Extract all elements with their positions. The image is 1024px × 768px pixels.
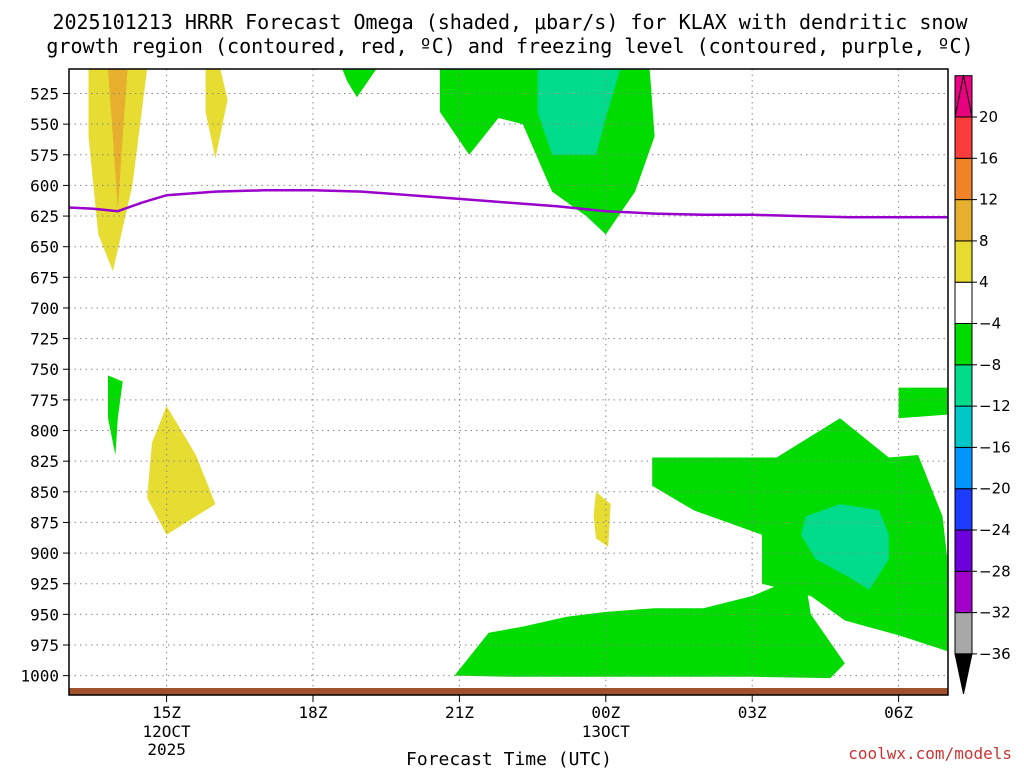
omega-region-upward-4-8-c bbox=[147, 406, 216, 535]
y-tick-label-525: 525 bbox=[30, 85, 59, 104]
y-tick-label-775: 775 bbox=[30, 391, 59, 410]
y-tick-label-750: 750 bbox=[30, 360, 59, 379]
omega-region-downward-8-12-e bbox=[801, 504, 889, 590]
chart-title-line-1: 2025101213 HRRR Forecast Omega (shaded, … bbox=[52, 10, 968, 34]
colorbar-tick-label-11: 12 bbox=[979, 191, 998, 209]
colorbar-swatch-4 bbox=[954, 446, 973, 490]
omega-region-downward-4-8-f bbox=[454, 583, 845, 679]
colorbar-tick-label-5: −16 bbox=[979, 438, 1011, 456]
omega-shaded-regions bbox=[88, 69, 948, 679]
y-tick-label-800: 800 bbox=[30, 422, 59, 441]
colorbar-tick-label-4: −20 bbox=[979, 480, 1011, 498]
colorbar-tick-label-0: −36 bbox=[979, 645, 1011, 663]
y-tick-label-725: 725 bbox=[30, 330, 59, 349]
x-tick-year-15Z: 2025 bbox=[147, 740, 186, 759]
freezing-level-line bbox=[69, 189, 948, 219]
colorbar-tick-label-13: 20 bbox=[979, 108, 998, 126]
pressure-axis: 525 550 575 600 625 650 675 700 725 750 775 800 825 8… bbox=[20, 85, 69, 686]
x-axis-title: Forecast Time (UTC) bbox=[406, 749, 612, 768]
y-tick-label-975: 975 bbox=[30, 636, 59, 655]
y-tick-label-700: 700 bbox=[30, 299, 59, 318]
y-tick-label-625: 625 bbox=[30, 207, 59, 226]
colorbar-below-arrow bbox=[954, 653, 973, 695]
colorbar-tick-label-8: −4 bbox=[979, 315, 1001, 333]
omega-region-upward-4-8-b bbox=[205, 69, 228, 159]
omega-region-downward-4-8-e bbox=[652, 418, 948, 652]
colorbar-swatch-8 bbox=[954, 281, 973, 325]
colorbar-swatch-3 bbox=[954, 488, 973, 531]
y-tick-label-550: 550 bbox=[30, 115, 59, 134]
y-tick-label-950: 950 bbox=[30, 605, 59, 624]
ground-layer bbox=[69, 688, 948, 695]
colorbar-swatch-5 bbox=[954, 405, 973, 448]
y-tick-label-650: 650 bbox=[30, 238, 59, 257]
colorbar-tick-label-10: 8 bbox=[979, 232, 989, 250]
freezing-level-contour bbox=[69, 189, 948, 219]
colorbar-tick-label-3: −24 bbox=[979, 521, 1011, 539]
colorbar-swatch-12 bbox=[954, 116, 973, 159]
omega-region-downward-4-8-d bbox=[898, 387, 948, 419]
ground-strip bbox=[69, 688, 948, 695]
y-tick-label-900: 900 bbox=[30, 544, 59, 563]
colorbar-above-arrow bbox=[954, 74, 973, 118]
colorbar-tick-label-9: 4 bbox=[979, 273, 989, 291]
credit-text: coolwx.com/models bbox=[848, 744, 1012, 763]
colorbar-swatch-7 bbox=[954, 323, 973, 366]
colorbar-tick-label-2: −28 bbox=[979, 562, 1011, 580]
colorbar-swatch-6 bbox=[954, 364, 973, 407]
y-tick-label-925: 925 bbox=[30, 575, 59, 594]
colorbar-swatch-10 bbox=[954, 199, 973, 242]
y-tick-label-575: 575 bbox=[30, 146, 59, 165]
omega-region-downward-4-8-c bbox=[108, 375, 123, 455]
colorbar-swatch-9 bbox=[954, 240, 973, 283]
omega-region-upward-8-12-a bbox=[108, 69, 128, 210]
x-tick-label-18Z: 18Z bbox=[299, 703, 328, 722]
omega-region-downward-4-8-a bbox=[342, 69, 377, 98]
chart-title-line-2: growth region (contoured, red, ºC) and f… bbox=[46, 34, 973, 58]
colorbar-swatch-11 bbox=[954, 157, 973, 201]
plot-frame bbox=[68, 68, 949, 696]
x-tick-label-03Z: 03Z bbox=[738, 703, 767, 722]
colorbar-swatch-2 bbox=[954, 529, 973, 572]
x-tick-date-00Z: 13OCT bbox=[582, 722, 631, 741]
y-tick-label-850: 850 bbox=[30, 483, 59, 502]
dotted-grid bbox=[69, 69, 948, 695]
omega-region-upward-4-8-d bbox=[593, 491, 611, 547]
colorbar-swatch-1 bbox=[954, 570, 973, 614]
x-tick-label-06Z: 06Z bbox=[884, 703, 913, 722]
colorbar-tick-label-7: −8 bbox=[979, 356, 1001, 374]
y-tick-label-1000: 1000 bbox=[20, 667, 59, 686]
colorbar-swatch-0 bbox=[954, 612, 973, 655]
y-tick-label-600: 600 bbox=[30, 176, 59, 195]
colorbar-legend: −36 −32 −28 −24 −20 −16 −12 −8 −4 4 8 12 16 20 bbox=[954, 74, 1011, 695]
y-tick-label-875: 875 bbox=[30, 513, 59, 532]
colorbar-tick-label-6: −12 bbox=[979, 397, 1011, 415]
y-tick-label-825: 825 bbox=[30, 452, 59, 471]
colorbar-tick-label-12: 16 bbox=[979, 149, 998, 167]
x-tick-label-21Z: 21Z bbox=[445, 703, 474, 722]
x-tick-label-15Z: 15Z bbox=[152, 703, 181, 722]
y-tick-label-675: 675 bbox=[30, 268, 59, 287]
omega-region-downward-8-12-b bbox=[537, 69, 621, 155]
colorbar-tick-label-1: −32 bbox=[979, 604, 1011, 622]
x-tick-date-15Z: 12OCT bbox=[143, 722, 192, 741]
x-tick-label-00Z: 00Z bbox=[591, 703, 620, 722]
